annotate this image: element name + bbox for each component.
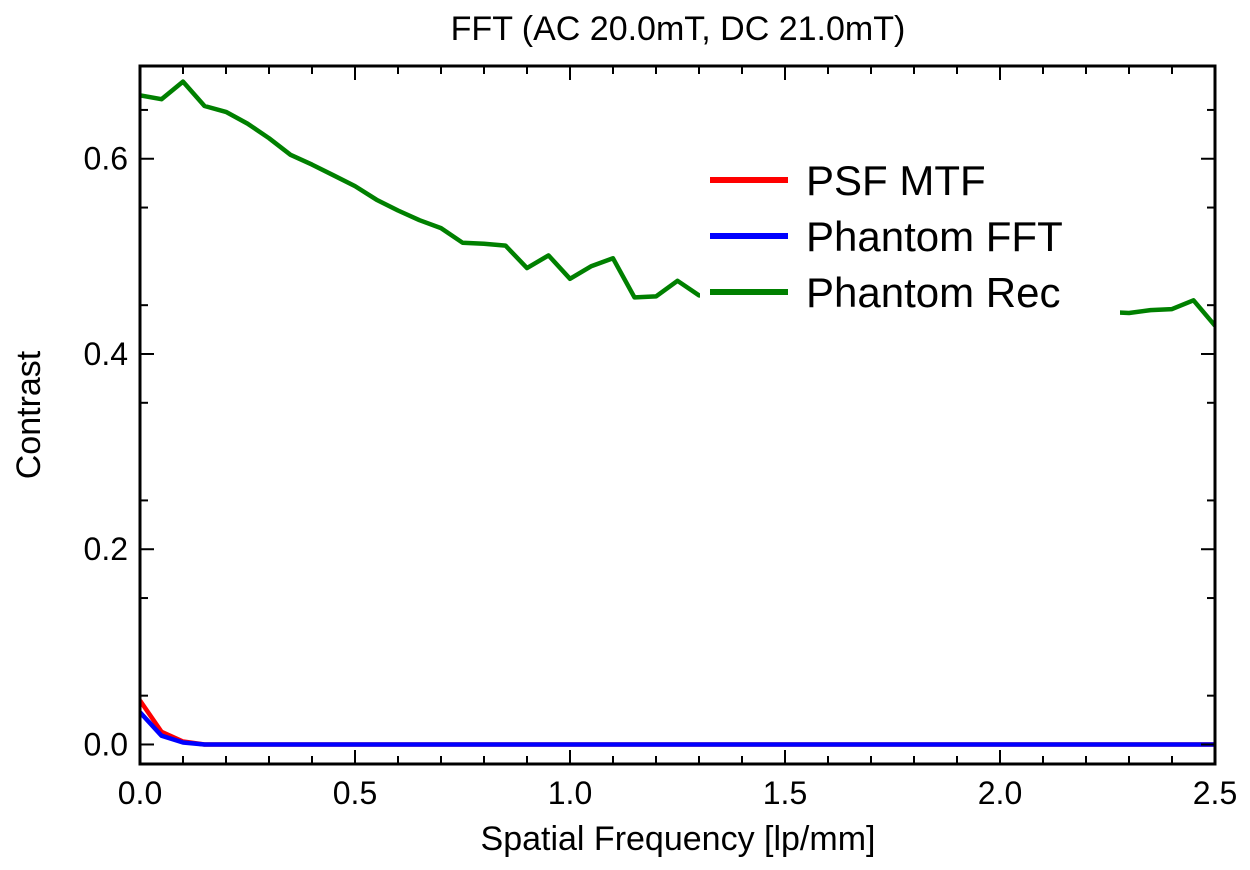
legend-label: Phantom FFT <box>806 213 1063 260</box>
y-tick-label: 0.6 <box>84 141 128 177</box>
y-tick-label: 0.0 <box>84 726 128 762</box>
x-tick-label: 0.0 <box>118 775 162 811</box>
x-tick-label: 2.0 <box>978 775 1022 811</box>
ticks-layer: 0.0 0.5 1.0 1.5 2.0 2.5 0.0 0.2 0.4 0.6 <box>84 66 1237 811</box>
legend: PSF MTF Phantom FFT Phantom Rec <box>700 150 1120 328</box>
chart-title: FFT (AC 20.0mT, DC 21.0mT) <box>451 10 906 48</box>
x-tick-label: 2.5 <box>1193 775 1237 811</box>
x-tick-label: 1.0 <box>548 775 592 811</box>
x-tick-label: 1.5 <box>763 775 807 811</box>
x-tick-label: 0.5 <box>333 775 377 811</box>
y-tick-label: 0.4 <box>84 336 128 372</box>
series-line-0 <box>140 699 1215 747</box>
series-line-1 <box>140 710 1215 747</box>
legend-label: PSF MTF <box>806 157 986 204</box>
y-tick-label: 0.2 <box>84 531 128 567</box>
x-axis-label: Spatial Frequency [lp/mm] <box>481 820 876 858</box>
legend-label: Phantom Rec <box>806 269 1060 316</box>
plot-frame <box>138 64 1217 766</box>
y-axis-label: Contrast <box>10 350 48 479</box>
